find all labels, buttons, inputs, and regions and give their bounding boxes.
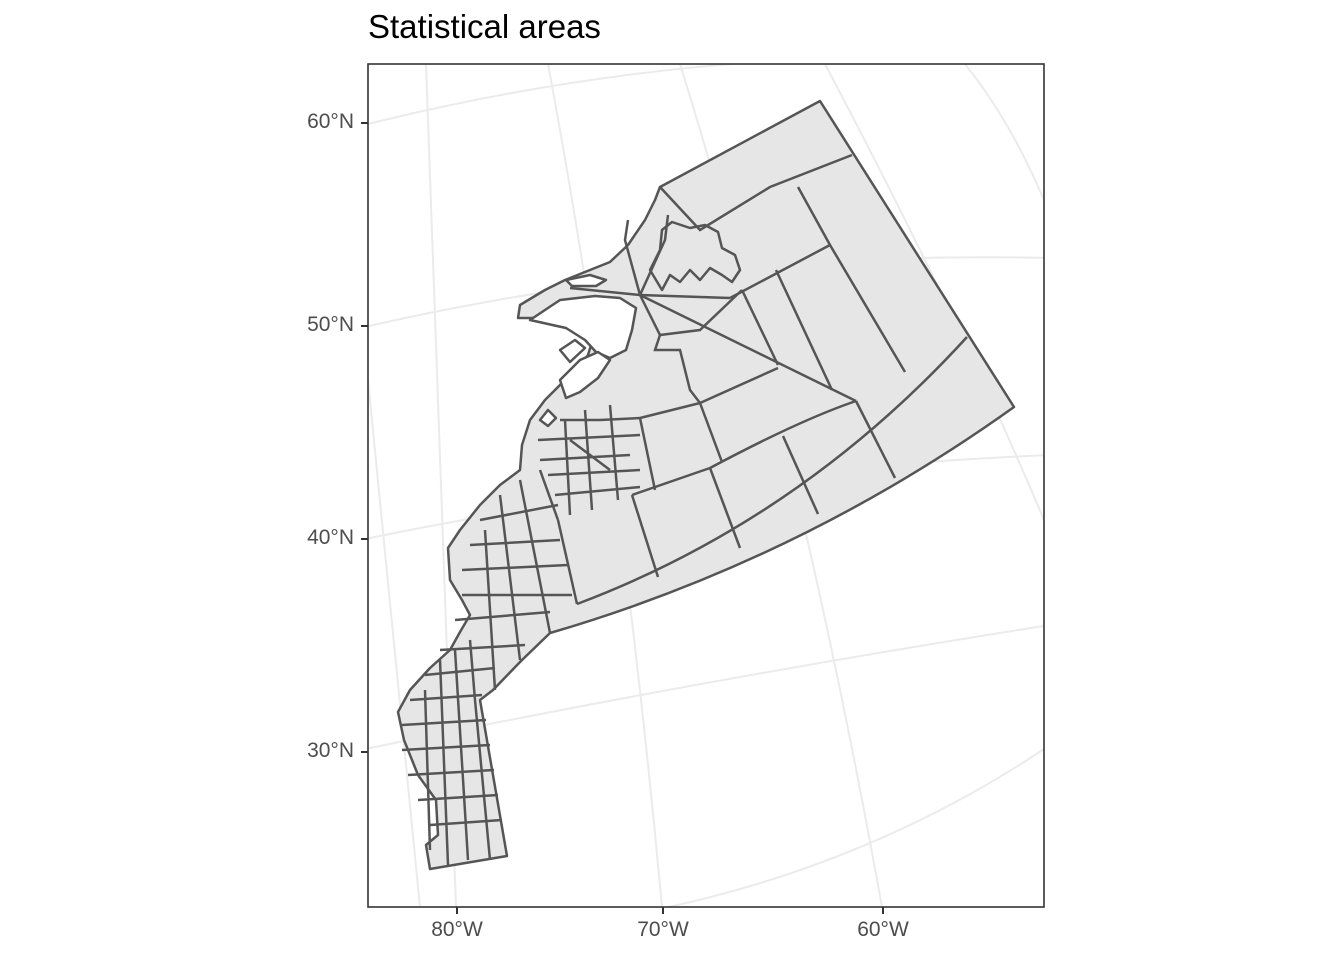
y-tick-label: 50°N [307,313,354,336]
boundary-line [639,293,857,403]
boundary-line [569,286,641,297]
y-tick-label: 30°N [307,739,354,762]
boundary-line [630,494,660,578]
boundary-line [653,334,701,404]
boundary-line [556,519,579,605]
area-boundaries [401,153,968,866]
meridian-line [964,64,1044,201]
map-title: Statistical areas [368,8,601,45]
boundary-line [638,289,743,337]
boundary-line [709,399,857,470]
axis-ticks [361,122,884,914]
boundary-line [576,336,968,606]
grid-lines [401,404,641,866]
water-area [528,294,638,360]
boundary-line [699,366,779,405]
boundary-line [729,243,831,300]
boundary-line [638,214,670,296]
boundary-line [781,435,820,515]
boundary-line [774,269,834,391]
x-tick-label: 60°W [857,918,909,941]
boundary-line [854,400,897,479]
boundary-line [639,401,701,420]
boundary-line [639,293,731,300]
boundary-line [599,416,641,422]
water-area [558,350,612,400]
parallel-line [368,64,744,126]
boundary-line [659,153,853,232]
boundary-line [638,417,657,491]
x-tick-label: 70°W [637,918,689,941]
boundary-line [708,467,742,549]
panel-border [367,63,1045,908]
water-area [558,338,587,364]
water-area [538,408,558,428]
x-tick-label: 80°W [431,918,483,941]
y-tick-label: 40°N [307,526,354,549]
boundary-line [623,219,642,296]
parallel-line [664,747,1044,907]
island-newfoundland [648,220,742,292]
lake-area [564,273,608,288]
boundary-line [698,402,724,463]
boundary-line [631,466,711,497]
statistical-areas [396,99,1016,871]
meridian-line [368,379,421,907]
y-tick-label: 60°N [307,110,354,133]
boundary-line [740,289,780,366]
